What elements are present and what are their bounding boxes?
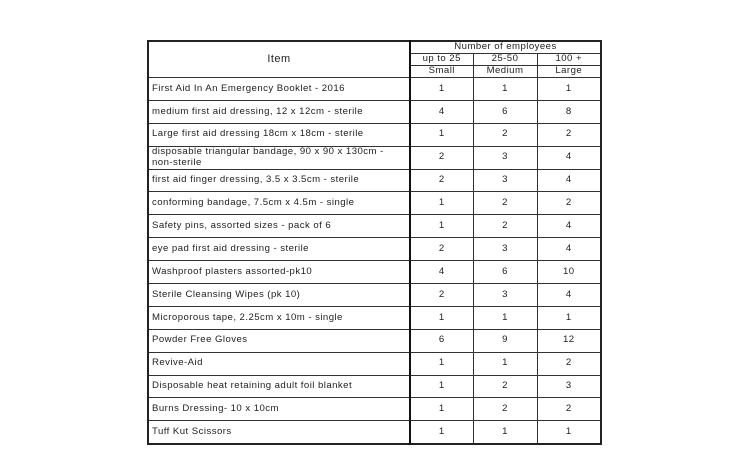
table-row: Tuff Kut Scissors 1 1 1 bbox=[147, 420, 602, 445]
table-row: first aid finger dressing, 3.5 x 3.5cm -… bbox=[147, 168, 602, 193]
quantity-medium-cell: 9 bbox=[472, 328, 538, 353]
quantity-medium-cell: 1 bbox=[472, 420, 538, 445]
item-cell: conforming bandage, 7.5cm x 4.5m - singl… bbox=[147, 191, 411, 216]
quantity-small-cell: 1 bbox=[409, 191, 474, 216]
quantity-small-cell: 1 bbox=[409, 397, 474, 422]
quantity-small-cell: 1 bbox=[409, 77, 474, 101]
quantity-medium-cell: 1 bbox=[472, 351, 538, 376]
quantity-medium-cell: 6 bbox=[472, 260, 538, 285]
table-row: conforming bandage, 7.5cm x 4.5m - singl… bbox=[147, 191, 602, 216]
column-size-small: Small bbox=[409, 65, 474, 78]
item-cell: first aid finger dressing, 3.5 x 3.5cm -… bbox=[147, 168, 411, 193]
column-range-small: up to 25 bbox=[409, 53, 474, 66]
quantity-large-cell: 4 bbox=[536, 283, 602, 307]
quantity-small-cell: 4 bbox=[409, 99, 474, 124]
quantity-large-cell: 2 bbox=[536, 351, 602, 376]
quantity-large-cell: 4 bbox=[536, 237, 602, 262]
table-row: Powder Free Gloves 6 9 12 bbox=[147, 328, 602, 353]
quantity-medium-cell: 2 bbox=[472, 214, 538, 239]
quantity-small-cell: 1 bbox=[409, 374, 474, 399]
first-aid-requirements-table: Item Number of employees up to 25 25-50 … bbox=[147, 40, 603, 446]
quantity-large-cell: 4 bbox=[536, 145, 602, 170]
quantity-medium-cell: 2 bbox=[472, 122, 538, 147]
item-cell: Washproof plasters assorted-pk10 bbox=[147, 260, 411, 285]
quantity-large-cell: 1 bbox=[536, 305, 602, 330]
quantity-large-cell: 3 bbox=[536, 374, 602, 399]
item-cell: disposable triangular bandage, 90 x 90 x… bbox=[147, 145, 411, 170]
item-cell: Powder Free Gloves bbox=[147, 328, 411, 353]
table-row: medium first aid dressing, 12 x 12cm - s… bbox=[147, 99, 602, 124]
quantity-medium-cell: 2 bbox=[472, 191, 538, 216]
quantity-small-cell: 4 bbox=[409, 260, 474, 285]
quantity-small-cell: 2 bbox=[409, 145, 474, 170]
quantity-small-cell: 6 bbox=[409, 328, 474, 353]
quantity-small-cell: 1 bbox=[409, 351, 474, 376]
item-cell: Microporous tape, 2.25cm x 10m - single bbox=[147, 305, 411, 330]
item-cell: eye pad first aid dressing - sterile bbox=[147, 237, 411, 262]
quantity-medium-cell: 3 bbox=[472, 145, 538, 170]
quantity-large-cell: 2 bbox=[536, 122, 602, 147]
quantity-large-cell: 1 bbox=[536, 77, 602, 101]
quantity-medium-cell: 1 bbox=[472, 77, 538, 101]
table-row: First Aid In An Emergency Booklet - 2016… bbox=[147, 77, 602, 101]
quantity-small-cell: 2 bbox=[409, 168, 474, 193]
item-cell: Tuff Kut Scissors bbox=[147, 420, 411, 445]
quantity-large-cell: 2 bbox=[536, 397, 602, 422]
quantity-large-cell: 12 bbox=[536, 328, 602, 353]
quantity-small-cell: 2 bbox=[409, 237, 474, 262]
item-cell: Large first aid dressing 18cm x 18cm - s… bbox=[147, 122, 411, 147]
quantity-large-cell: 2 bbox=[536, 191, 602, 216]
table-row: Microporous tape, 2.25cm x 10m - single 1… bbox=[147, 305, 602, 330]
table-row: Revive-Aid 1 1 2 bbox=[147, 351, 602, 376]
quantity-medium-cell: 3 bbox=[472, 168, 538, 193]
quantity-large-cell: 10 bbox=[536, 260, 602, 285]
table-row: Large first aid dressing 18cm x 18cm - s… bbox=[147, 122, 602, 147]
quantity-medium-cell: 1 bbox=[472, 305, 538, 330]
table-row: eye pad first aid dressing - sterile 2 3 4 bbox=[147, 237, 602, 262]
table-row: disposable triangular bandage, 90 x 90 x… bbox=[147, 145, 602, 170]
item-cell: medium first aid dressing, 12 x 12cm - s… bbox=[147, 99, 411, 124]
item-cell: First Aid In An Emergency Booklet - 2016 bbox=[147, 77, 411, 101]
item-cell: Disposable heat retaining adult foil bla… bbox=[147, 374, 411, 399]
quantity-small-cell: 1 bbox=[409, 122, 474, 147]
quantity-small-cell: 2 bbox=[409, 283, 474, 307]
quantity-small-cell: 1 bbox=[409, 420, 474, 445]
item-header: Item bbox=[147, 40, 411, 78]
quantity-medium-cell: 2 bbox=[472, 374, 538, 399]
table-row: Burns Dressing- 10 x 10cm 1 2 2 bbox=[147, 397, 602, 422]
quantity-medium-cell: 2 bbox=[472, 397, 538, 422]
column-range-medium: 25-50 bbox=[472, 53, 538, 66]
table-row: Disposable heat retaining adult foil bla… bbox=[147, 374, 602, 399]
quantity-large-cell: 1 bbox=[536, 420, 602, 445]
quantity-medium-cell: 6 bbox=[472, 99, 538, 124]
column-range-large: 100 + bbox=[536, 53, 602, 66]
employees-group-header: Number of employees bbox=[408, 40, 602, 54]
quantity-large-cell: 4 bbox=[536, 168, 602, 193]
quantity-small-cell: 1 bbox=[409, 214, 474, 239]
item-cell: Burns Dressing- 10 x 10cm bbox=[147, 397, 411, 422]
quantity-large-cell: 4 bbox=[536, 214, 602, 239]
quantity-medium-cell: 3 bbox=[472, 283, 538, 307]
quantity-small-cell: 1 bbox=[409, 305, 474, 330]
item-cell: Sterile Cleansing Wipes (pk 10) bbox=[147, 283, 411, 307]
item-cell: Safety pins, assorted sizes - pack of 6 bbox=[147, 214, 411, 239]
quantity-large-cell: 8 bbox=[536, 99, 602, 124]
item-cell: Revive-Aid bbox=[147, 351, 411, 376]
table-row: Washproof plasters assorted-pk10 4 6 10 bbox=[147, 260, 602, 285]
column-size-large: Large bbox=[536, 65, 602, 78]
table-row: Sterile Cleansing Wipes (pk 10) 2 3 4 bbox=[147, 283, 602, 307]
quantity-medium-cell: 3 bbox=[472, 237, 538, 262]
column-size-medium: Medium bbox=[472, 65, 538, 78]
